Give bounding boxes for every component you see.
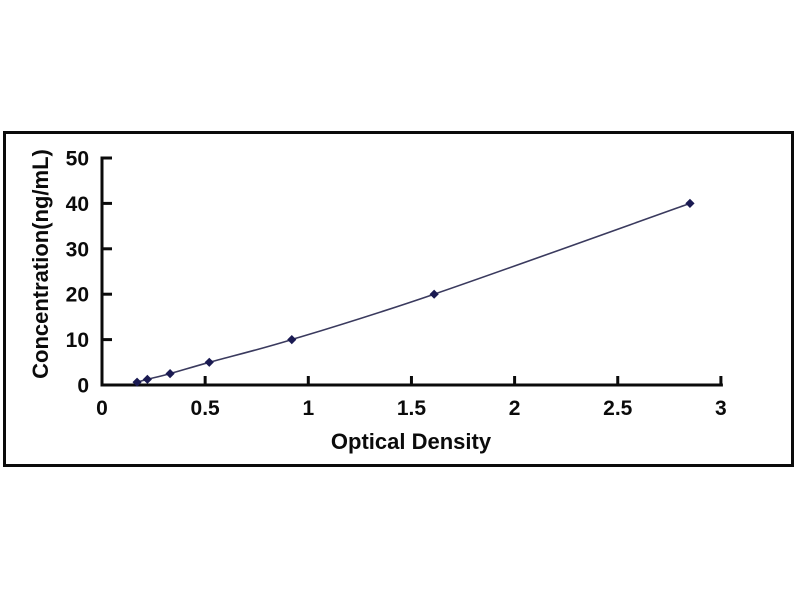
y-axis-title: Concentration(ng/mL) bbox=[28, 149, 53, 379]
y-tick-label: 30 bbox=[66, 238, 89, 261]
chart-frame bbox=[3, 131, 794, 467]
x-axis-title: Optical Density bbox=[330, 429, 492, 454]
standard-curve-line bbox=[136, 202, 691, 383]
data-point-marker bbox=[685, 198, 695, 208]
y-tick-label: 0 bbox=[77, 375, 89, 398]
data-point-marker bbox=[165, 369, 175, 379]
data-point-marker bbox=[142, 374, 152, 384]
data-point-marker bbox=[132, 377, 142, 387]
x-tick-label: 2 bbox=[509, 397, 521, 420]
data-point-marker bbox=[204, 357, 214, 367]
data-point-marker bbox=[429, 289, 439, 299]
x-tick-label: 3 bbox=[715, 397, 727, 420]
y-tick-label: 50 bbox=[66, 148, 89, 171]
y-tick-label: 40 bbox=[66, 193, 89, 216]
x-tick-label: 2.5 bbox=[603, 397, 633, 420]
x-tick-label: 1 bbox=[302, 397, 314, 420]
x-tick-label: 0 bbox=[96, 397, 108, 420]
x-tick-label: 0.5 bbox=[191, 397, 221, 420]
data-point-marker bbox=[287, 335, 297, 345]
x-tick-label: 1.5 bbox=[397, 397, 427, 420]
y-tick-label: 10 bbox=[66, 329, 89, 352]
y-tick-label: 20 bbox=[66, 284, 89, 307]
